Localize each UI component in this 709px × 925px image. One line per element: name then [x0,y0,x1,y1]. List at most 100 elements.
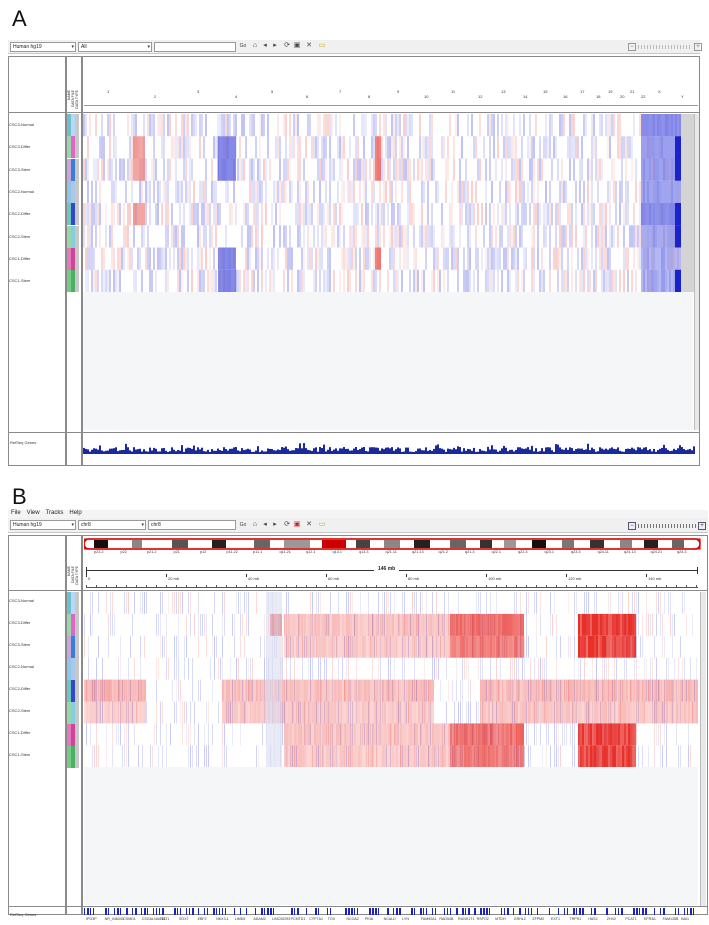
menu-help[interactable]: Help [69,510,82,516]
chromosome-label[interactable]: 7 [339,89,342,94]
gene-label[interactable]: BAI1 [681,917,689,921]
chromosome-label[interactable]: 14 [523,94,528,99]
fit-window-icon[interactable]: ▣ [293,42,301,49]
chromosome-label[interactable]: 12 [478,94,483,99]
chromosome-label[interactable]: 16 [563,94,568,99]
locus-input-a[interactable] [154,42,236,52]
gene-label[interactable]: ZFPM2 [532,917,545,921]
chromosome-label[interactable]: 18 [596,94,601,99]
gene-label[interactable]: GRHL2 [513,917,526,921]
menu-file[interactable]: File [11,510,21,516]
go-button-a[interactable]: Go [239,43,247,49]
chromosome-dropdown-b[interactable]: chr8 ▾ [78,520,146,530]
chromosome-label[interactable]: 5 [271,89,274,94]
chromosome-label[interactable]: 1 [107,89,110,94]
home-icon[interactable]: ⌂ [252,521,258,528]
sample-name[interactable]: CSC1-Stem [9,752,31,757]
chromosome-label[interactable]: 21 [630,89,635,94]
gene-label[interactable]: LINC00293 [272,917,291,921]
gene-label[interactable]: IPO3P [86,917,97,921]
chromosome-label[interactable]: 2 [154,94,157,99]
locus-input-b[interactable]: chr8 [148,520,236,530]
refresh-icon[interactable]: ⟳ [284,42,290,49]
gene-label[interactable]: CSMD1 [123,917,136,921]
gene-label[interactable]: ZHX2 [606,917,616,921]
zoom-in-button[interactable]: + [698,522,706,530]
chromosome-label[interactable]: Y [681,94,684,99]
sample-name[interactable]: CSC3-Differ [9,144,31,150]
chromosome-label[interactable]: 22 [641,94,646,99]
gene-label[interactable]: RAD54B [439,917,454,921]
gene-label[interactable]: CYP7A1 [309,917,323,921]
chromosome-label[interactable]: 13 [501,89,506,94]
gene-label[interactable]: SOX7 [179,917,189,921]
chromosome-label[interactable]: 17 [580,89,585,94]
sample-name[interactable]: CSC2-Differ [9,211,31,217]
sample-name[interactable]: CSC2-Normal [9,664,34,669]
sample-name[interactable]: CSC3-Stem [9,642,31,647]
sample-name[interactable]: CSC1-Differ [9,255,31,261]
chromosome-label[interactable]: 8 [368,94,371,99]
gene-label[interactable]: NAT1 [160,917,170,921]
sample-name[interactable]: CSC3-Stem [9,166,31,172]
gene-label[interactable]: CSGALNACT1 [141,917,166,921]
gene-label[interactable]: FAM135B [662,917,679,921]
chromosome-label[interactable]: 20 [620,94,625,99]
chromosome-label[interactable]: 4 [235,94,238,99]
sample-name[interactable]: CSC3-Differ [9,620,31,625]
gene-label[interactable]: FAM92A1 [420,917,437,921]
gene-label[interactable]: PCMTD1 [290,917,306,921]
gene-label[interactable]: MTDH [495,917,506,921]
gene-label[interactable]: TRPS1 [569,917,582,921]
gene-label[interactable]: ADAM2 [253,917,266,921]
fit-window-icon[interactable]: ▣ [293,521,301,528]
home-icon[interactable]: ⌂ [252,42,258,49]
sample-name[interactable]: CSC1-Stem [9,278,31,284]
sample-name[interactable]: CSC3-Normal [9,598,34,603]
sample-name[interactable]: CSC2-Normal [9,188,34,194]
gene-label[interactable]: PCAT1 [625,917,637,921]
gene-label[interactable]: NR_046040 [104,917,124,921]
forward-icon[interactable]: ▸ [273,521,277,528]
chromosome-label[interactable]: 11 [451,89,456,94]
chromosome-label[interactable]: 15 [543,89,548,94]
sample-name[interactable]: CSC2-Differ [9,686,31,691]
chromosome-label[interactable]: 10 [424,94,429,99]
chromosome-dropdown-a[interactable]: All ▾ [78,42,152,52]
back-icon[interactable]: ◂ [263,42,267,49]
zoom-out-button[interactable]: − [628,43,636,51]
sample-name[interactable]: CSC2-Stem [9,233,31,239]
forward-icon[interactable]: ▸ [273,42,277,49]
gene-label[interactable]: TOX [327,917,336,921]
gene-label[interactable]: RUNX1T1 [458,917,475,921]
zoom-out-button[interactable]: − [628,522,636,530]
scrollbar-a[interactable] [694,114,699,430]
chromosome-label[interactable]: 6 [306,94,309,99]
close-icon[interactable]: ✕ [306,42,312,49]
gene-label[interactable]: NCOA2 [346,917,359,921]
comment-icon[interactable]: ▭ [318,521,326,528]
go-button-b[interactable]: Go [239,522,247,528]
zoom-in-button[interactable]: + [694,43,702,51]
sample-name[interactable]: CSC2-Stem [9,708,31,713]
gene-label[interactable]: NCALD [383,917,396,921]
scrollbar-b[interactable] [700,592,706,906]
gene-label[interactable]: NKX3-1 [216,917,229,921]
gene-label[interactable]: LIMD5 [234,917,246,921]
back-icon[interactable]: ◂ [263,521,267,528]
close-icon[interactable]: ✕ [306,521,312,528]
zoom-slider-b[interactable] [638,524,696,528]
gene-label[interactable]: HAS2 [588,917,598,921]
chromosome-label[interactable]: 9 [397,89,400,94]
refresh-icon[interactable]: ⟳ [284,521,290,528]
menu-tracks[interactable]: Tracks [45,510,64,516]
genome-dropdown-b[interactable]: Human hg19 ▾ [10,520,76,530]
genome-dropdown-a[interactable]: Human hg19 ▾ [10,42,76,52]
chromosome-label[interactable]: X [658,89,661,94]
sample-name[interactable]: CSC1-Differ [9,730,31,735]
gene-label[interactable]: EXT1 [551,917,560,921]
gene-label[interactable]: PKIA [365,917,374,921]
gene-label[interactable]: EBF2 [197,917,207,921]
sample-name[interactable]: CSC3-Normal [9,122,34,127]
comment-icon[interactable]: ▭ [318,42,326,49]
